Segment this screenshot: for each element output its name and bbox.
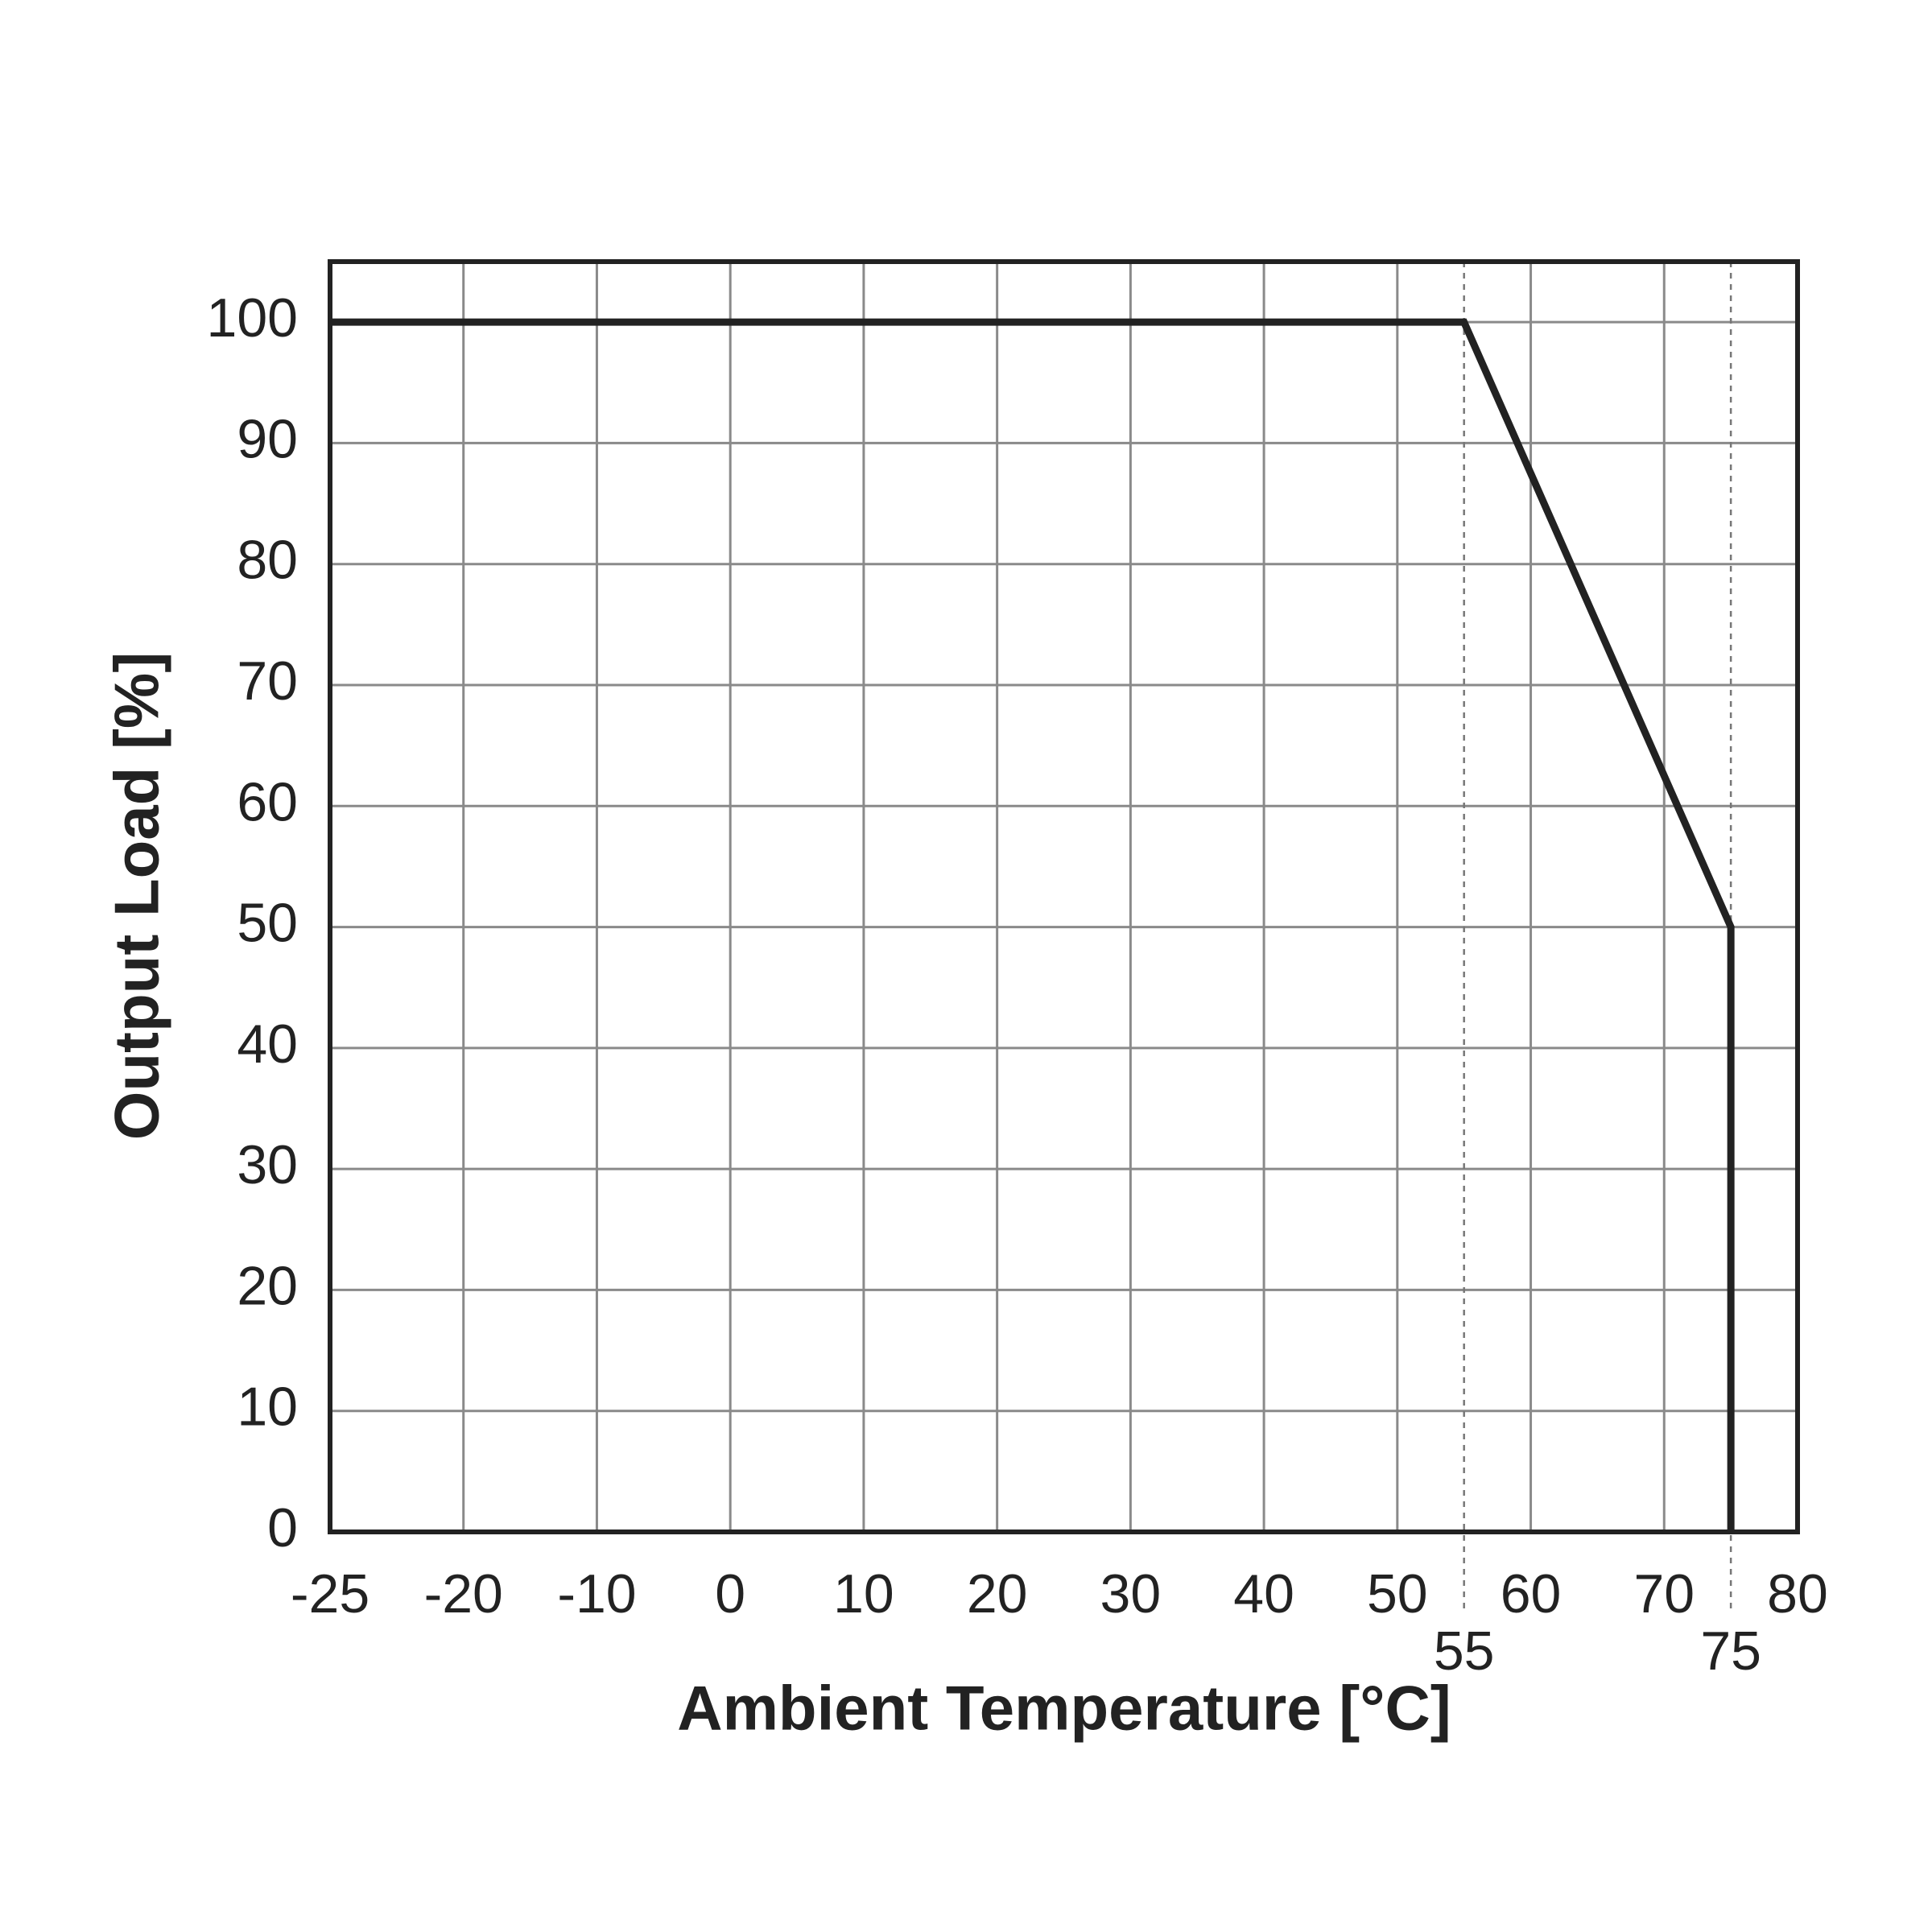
x-tick-label: 60	[1501, 1563, 1562, 1624]
y-tick-label: 0	[267, 1497, 298, 1558]
y-tick-label: 40	[237, 1013, 298, 1075]
x-tick-label: 80	[1767, 1563, 1828, 1624]
y-tick-label: 80	[237, 530, 298, 591]
y-tick-label: 20	[237, 1255, 298, 1316]
x-tick-label: 70	[1633, 1563, 1695, 1624]
x-tick-label: 10	[833, 1563, 894, 1624]
marker-label: 55	[1434, 1620, 1495, 1682]
y-tick-label: 60	[237, 771, 298, 832]
y-axis-title: Output Load [%]	[101, 652, 172, 1141]
plot-frame	[328, 259, 1800, 1534]
x-tick-label: -10	[557, 1563, 636, 1624]
marker-label: 75	[1700, 1620, 1761, 1682]
line-series	[330, 318, 1735, 1532]
y-tick-label: 50	[237, 893, 298, 954]
y-tick-label: 10	[237, 1377, 298, 1438]
y-tick-label: 100	[207, 287, 298, 349]
x-tick-label: 20	[967, 1563, 1028, 1624]
y-tick-label: 70	[237, 650, 298, 712]
y-tick-label: 30	[237, 1134, 298, 1195]
x-tick-label: 40	[1233, 1563, 1294, 1624]
x-tick-label: 0	[715, 1563, 745, 1624]
x-tick-label: -25	[291, 1563, 369, 1624]
x-tick-label: 30	[1100, 1563, 1162, 1624]
y-tick-label: 90	[237, 408, 298, 469]
x-tick-label: -20	[424, 1563, 503, 1624]
x-tick-label: 50	[1367, 1563, 1428, 1624]
x-axis-title: Ambient Temperature [°C]	[677, 1673, 1451, 1744]
